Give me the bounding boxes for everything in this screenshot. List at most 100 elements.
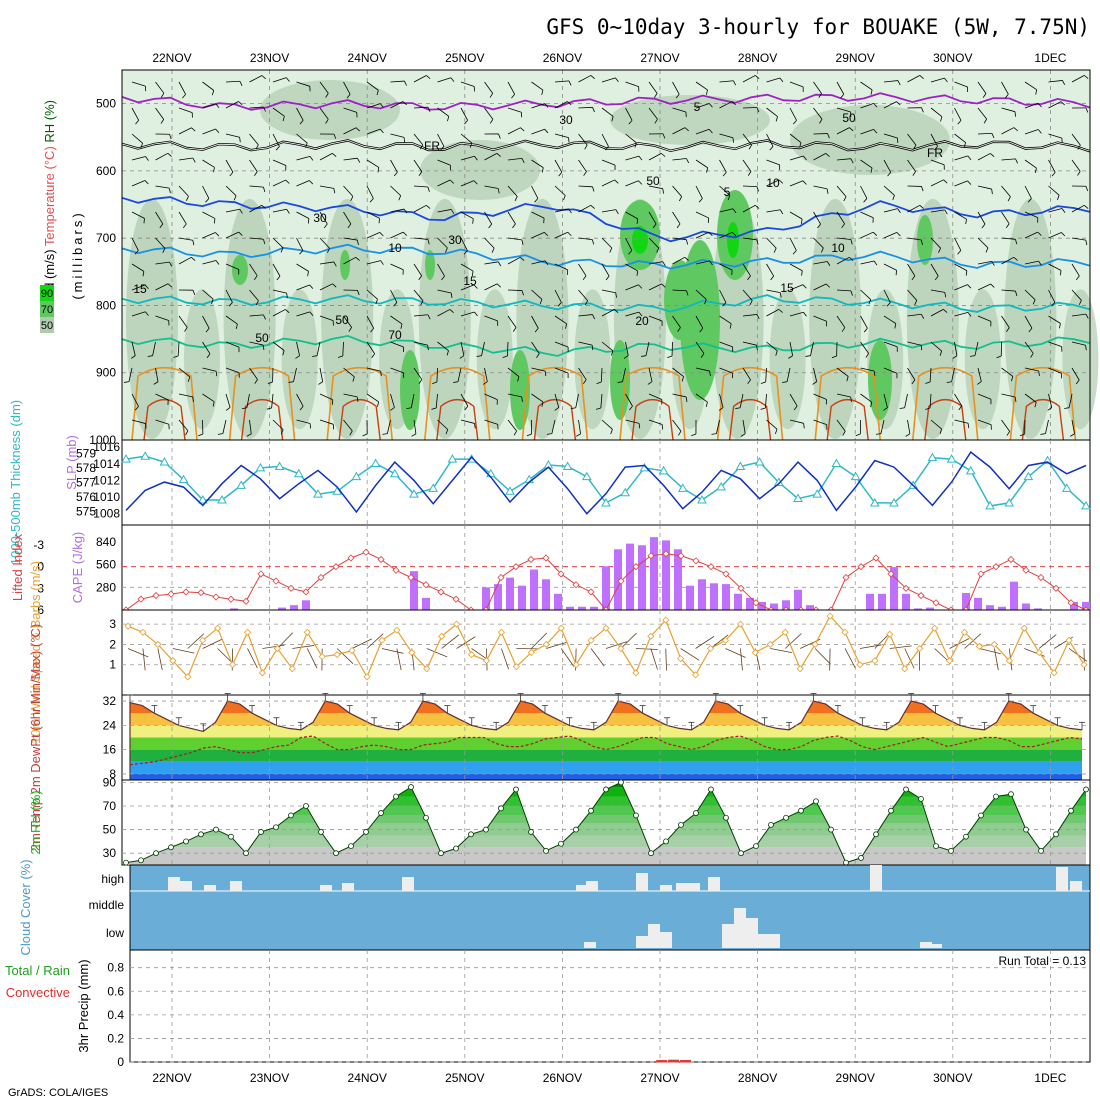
wind-barb: [554, 341, 569, 348]
wind-barb-flag: [850, 396, 852, 402]
wind-barb-10m: [1038, 634, 1057, 649]
wind-barb: [836, 315, 846, 328]
rh-point: [798, 807, 804, 814]
wind-barb: [225, 159, 234, 173]
wind-barb-flag: [850, 158, 854, 164]
high-cloud-bar: [342, 883, 354, 891]
wind-barb-10m: [620, 632, 637, 649]
wind-barb-flag: [1061, 232, 1066, 237]
wind-barb-10m: [351, 638, 373, 649]
wind-barb-flag: [1085, 107, 1089, 113]
wind-barb-flag: [520, 257, 525, 261]
wind-barb: [601, 309, 615, 317]
li-point: [1037, 573, 1045, 582]
wind-barb-flag: [217, 433, 223, 435]
wind-barb: [578, 419, 581, 434]
wind-barb-flag: [661, 283, 666, 288]
wind-barb: [484, 393, 498, 400]
wind-barb-flag: [991, 261, 995, 266]
pressure-tick-label: 600: [96, 164, 116, 178]
wind-barb: [719, 315, 732, 325]
wind-barb-flag: [418, 171, 423, 176]
wind-barb-flag: [1034, 402, 1037, 408]
rh-point: [588, 807, 594, 814]
wind-barb-flag: [840, 93, 845, 99]
wind-barb: [507, 81, 516, 95]
wind-barb: [907, 133, 917, 146]
wind-barb-flag: [894, 323, 897, 329]
wind-barb: [460, 237, 468, 251]
li-point: [872, 554, 880, 562]
wind-barb: [435, 393, 438, 408]
wind-barb: [578, 133, 588, 146]
thickness-point: [985, 500, 995, 510]
wind-barb-10m: [725, 648, 746, 658]
wind-barb: [460, 341, 465, 356]
wind-barb-10m: [277, 632, 293, 649]
wind-barb: [625, 393, 633, 407]
wind-barb: [343, 256, 356, 265]
rh-point: [123, 859, 129, 866]
wind-barb: [719, 231, 733, 239]
wind-speed-point: [721, 636, 730, 644]
wind-barb-flag: [913, 144, 917, 150]
wind-barb-flag: [261, 204, 266, 209]
wind-barb-flag: [656, 247, 660, 253]
wind-barb: [437, 159, 451, 166]
wind-barb-flag: [1027, 198, 1032, 203]
wind-barb-flag: [1013, 256, 1018, 261]
wind-barb-flag: [282, 116, 285, 122]
wind-barb: [413, 204, 427, 213]
wind-barb-flag: [686, 239, 689, 245]
wind-barb-10m: [560, 648, 575, 667]
wind-barb: [625, 284, 639, 291]
wind-barb: [954, 284, 968, 291]
wind-barb: [178, 185, 189, 197]
thickness-point: [869, 497, 880, 507]
wind-barb-flag: [254, 171, 258, 176]
wind-barb-flag: [380, 371, 382, 377]
wind-barb-flag: [1051, 172, 1056, 177]
wind-barb-flag: [144, 180, 149, 185]
wind-barb: [319, 81, 329, 94]
wind-speed-point: [214, 624, 222, 632]
wind-barb-flag: [700, 353, 705, 358]
wind-barb: [131, 263, 145, 272]
wind-barb-flag: [803, 311, 807, 317]
wind-barb-flag: [426, 204, 431, 209]
wind-barb: [1048, 315, 1061, 324]
wind-barb: [296, 263, 309, 272]
wind-barb: [1071, 341, 1086, 346]
wind-barb: [272, 289, 287, 294]
wind-barb: [648, 419, 663, 425]
li-point: [902, 584, 910, 592]
li-point: [302, 588, 310, 596]
rh-point: [543, 847, 549, 854]
wind-barb: [766, 209, 781, 213]
high-cloud-bar: [402, 877, 414, 891]
wind-barb: [249, 75, 263, 83]
rh-point: [903, 786, 909, 793]
wind-barb: [789, 263, 803, 272]
thickness-axis-label: 1000-500mb Thickness (dm): [8, 400, 23, 565]
wind-barb: [1024, 341, 1034, 354]
wind-barb: [1048, 101, 1062, 109]
wind-barb-flag: [943, 309, 948, 313]
wind-barb: [1071, 367, 1080, 381]
pressure-tick-label: 1000: [89, 433, 116, 447]
wind-barb-flag: [803, 155, 807, 161]
wind-barb-flag: [288, 381, 294, 383]
cape-bar: [542, 579, 550, 610]
rh-point: [513, 786, 519, 793]
wind-barb: [742, 341, 757, 346]
thickness-point: [428, 483, 439, 492]
wind-barb: [1024, 260, 1039, 265]
li-point: [977, 570, 985, 578]
wind-barb: [343, 419, 353, 432]
rh-point: [273, 824, 279, 831]
rh-point: [1083, 786, 1089, 793]
rh-point: [393, 793, 399, 800]
wind-barb: [954, 107, 962, 121]
wind-barb: [719, 101, 733, 109]
